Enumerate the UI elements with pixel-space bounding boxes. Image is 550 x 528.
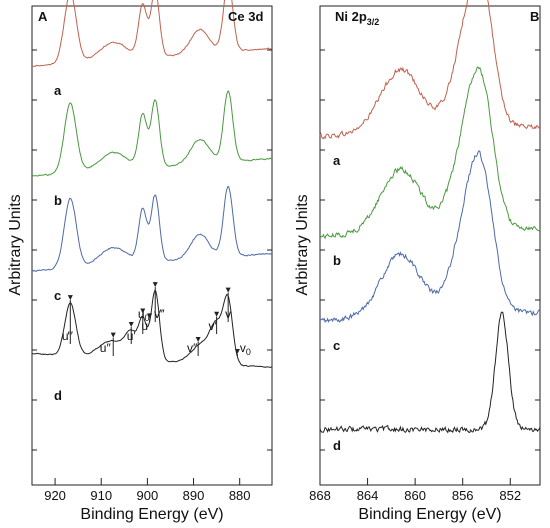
series-label-b: b bbox=[333, 253, 341, 268]
peak-arrowhead bbox=[67, 295, 73, 301]
panel-a-frame bbox=[31, 5, 273, 486]
peak-arrowhead bbox=[140, 308, 146, 314]
series-label-c: c bbox=[333, 338, 340, 353]
series-label-c: c bbox=[54, 288, 61, 303]
series-line-d bbox=[31, 289, 273, 368]
panel-a-xlabel: Binding Energy (eV) bbox=[80, 506, 223, 523]
series-line-b bbox=[319, 66, 541, 240]
series-label-b: b bbox=[54, 193, 62, 208]
x-tick-label: 890 bbox=[183, 488, 205, 503]
x-tick-label: 852 bbox=[499, 488, 521, 503]
panel-b-title: Ni 2p3/2 bbox=[335, 9, 379, 27]
peak-label: u″ bbox=[100, 341, 112, 355]
peak-label: u bbox=[141, 319, 148, 333]
peak-arrowhead bbox=[234, 348, 240, 354]
x-tick-label: 868 bbox=[309, 488, 331, 503]
peak-arrowhead bbox=[147, 313, 153, 319]
peak-arrowhead bbox=[195, 336, 201, 342]
peak-label: v′ bbox=[208, 319, 217, 333]
x-tick-label: 864 bbox=[357, 488, 379, 503]
x-tick-label: 880 bbox=[229, 488, 251, 503]
series-line-c bbox=[319, 150, 541, 324]
panel-b-letter: B bbox=[530, 9, 539, 24]
x-tick-label: 920 bbox=[44, 488, 66, 503]
series-label-a: a bbox=[333, 153, 341, 168]
series-line-a bbox=[319, 0, 541, 140]
peak-arrowhead bbox=[225, 287, 231, 293]
panel-a-title: Ce 3d bbox=[228, 9, 263, 24]
series-line-c bbox=[31, 185, 273, 272]
series-line-d bbox=[319, 311, 541, 434]
series-line-b bbox=[31, 90, 273, 177]
series-label-d: d bbox=[333, 438, 341, 453]
peak-label: u‴ bbox=[62, 329, 74, 343]
peak-label: u0 bbox=[138, 307, 150, 323]
x-tick-label: 860 bbox=[404, 488, 426, 503]
peak-label: v″ bbox=[187, 341, 198, 355]
panel-b-xlabel: Binding Energy (eV) bbox=[358, 506, 501, 523]
x-tick-label: 856 bbox=[452, 488, 474, 503]
peak-arrowhead bbox=[128, 321, 134, 327]
x-tick-label: 900 bbox=[137, 488, 159, 503]
peak-arrowhead bbox=[110, 332, 116, 338]
series-label-d: d bbox=[54, 388, 62, 403]
peak-label: v0 bbox=[240, 341, 251, 357]
panel-b: 868 864 860 856 852 a b c d bbox=[309, 0, 541, 503]
panel-a-ylabel: Arbitrary Units bbox=[7, 194, 24, 295]
series-label-a: a bbox=[54, 83, 62, 98]
panel-b-frame bbox=[319, 5, 541, 486]
peak-arrowhead bbox=[214, 311, 220, 317]
x-tick-label: 910 bbox=[90, 488, 112, 503]
series-line-a bbox=[32, 0, 273, 68]
panel-a-letter: A bbox=[38, 9, 48, 24]
panel-b-ylabel: Arbitrary Units bbox=[294, 194, 311, 295]
peak-arrowhead bbox=[152, 282, 158, 288]
peak-label: v‴ bbox=[154, 307, 165, 321]
